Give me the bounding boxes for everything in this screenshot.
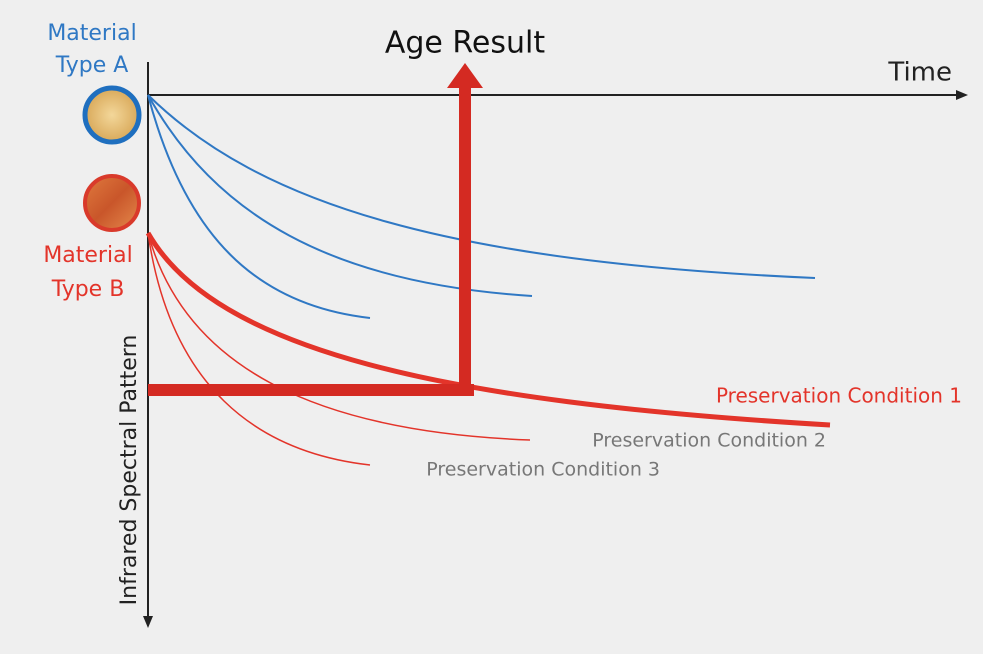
material-b-label: Material [43,243,132,268]
material-a-label: Type A [55,53,129,78]
material-b-icon [85,176,139,230]
condition-label: Preservation Condition 3 [426,459,660,481]
title: Age Result [385,26,545,61]
x-axis-label: Time [887,58,952,88]
material-b-label: Type B [51,277,125,302]
reading-line [148,384,474,396]
material-a-icon [85,88,139,142]
condition-label: Preservation Condition 2 [592,430,826,452]
y-axis-label: Infrared Spectral Pattern [117,335,142,606]
diagram: Age Result Time Infrared Spectral Patter… [0,0,983,654]
condition-label: Preservation Condition 1 [716,384,962,408]
material-a-label: Material [47,21,136,46]
result-arrow-shaft [459,84,471,396]
